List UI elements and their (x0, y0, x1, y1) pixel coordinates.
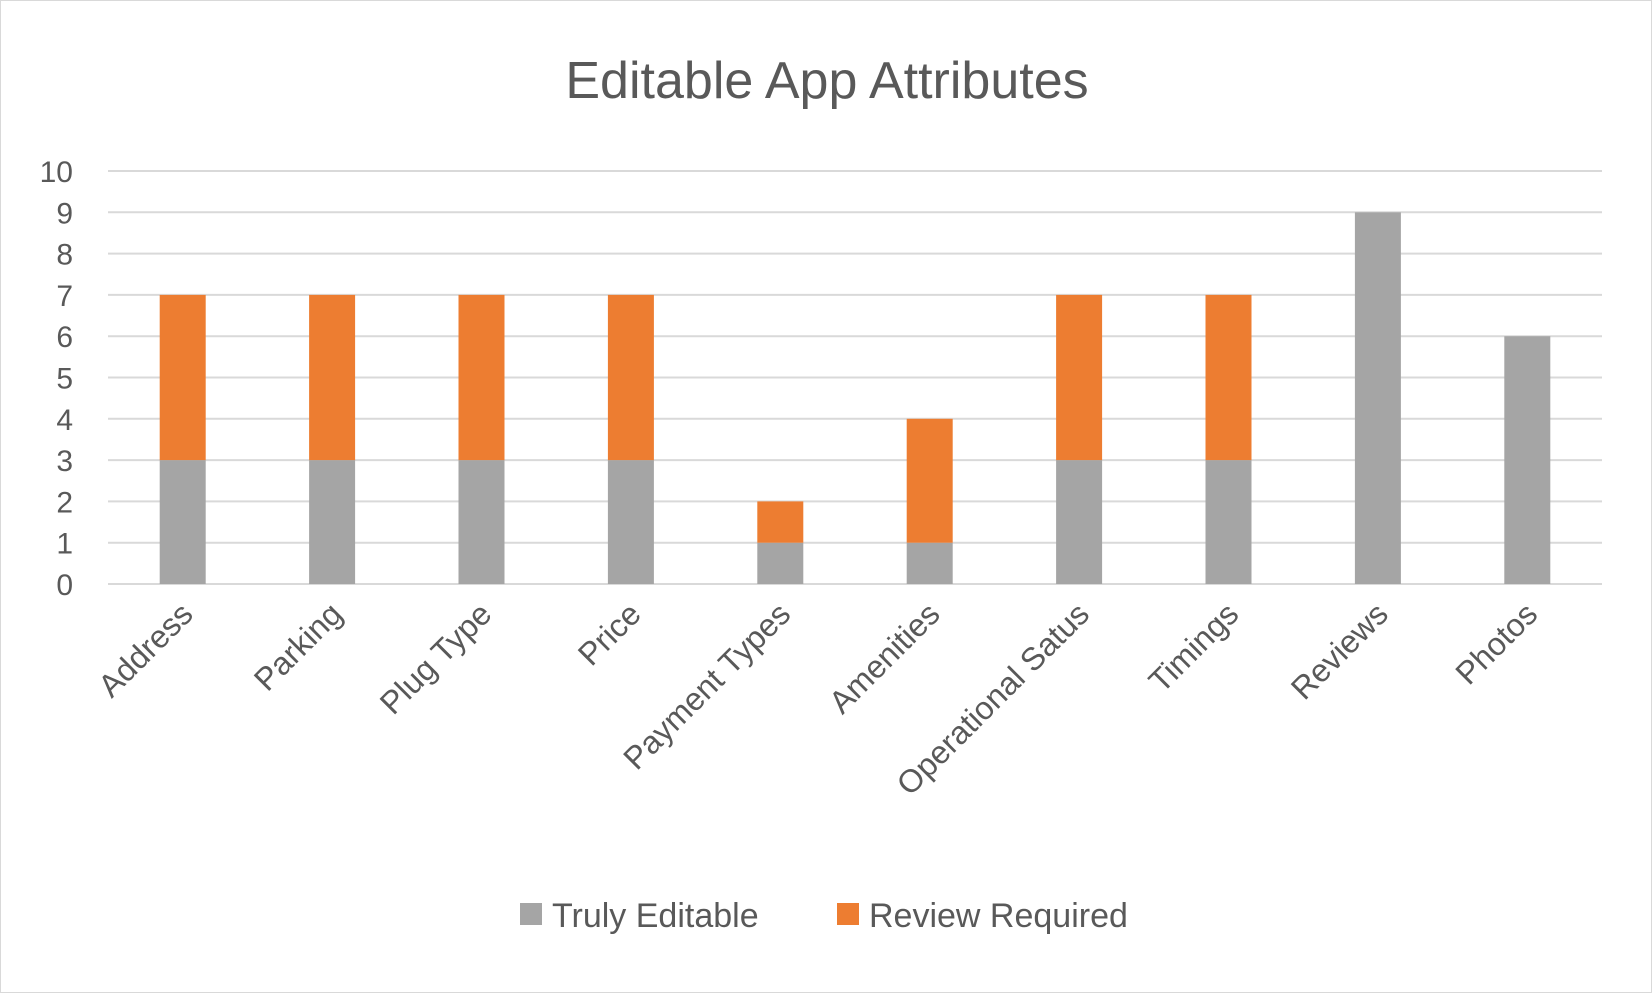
x-category-label: Parking (247, 595, 349, 697)
bar-review-required (309, 294, 356, 461)
bar-review-required (1205, 294, 1252, 461)
bar-truly-editable (607, 460, 654, 584)
y-tick-label: 8 (56, 239, 73, 272)
bar-review-required (159, 294, 206, 461)
y-axis-ticks: 0 1 2 3 4 5 6 7 8 9 10 (40, 156, 73, 602)
bars (159, 212, 1551, 585)
bar-review-required (607, 294, 654, 461)
bar-review-required (1056, 294, 1103, 461)
y-tick-label: 5 (56, 363, 73, 396)
x-category-label: Photos (1448, 595, 1544, 691)
x-category-label: Price (571, 595, 648, 672)
bar-truly-editable (906, 542, 953, 584)
x-category-label: Address (91, 595, 199, 703)
bar-review-required (458, 294, 505, 461)
bar-review-required (906, 418, 953, 543)
legend-label: Review Required (869, 897, 1128, 935)
bar-truly-editable (1056, 460, 1103, 584)
y-tick-label: 10 (40, 156, 73, 189)
y-tick-label: 2 (56, 486, 73, 519)
chart-title: Editable App Attributes (565, 52, 1088, 110)
gridlines (108, 170, 1602, 585)
legend-label: Truly Editable (552, 897, 759, 935)
bar-review-required (757, 501, 804, 543)
bar-truly-editable (1354, 212, 1401, 585)
x-category-label: Plug Type (373, 595, 499, 721)
y-tick-label: 0 (56, 569, 73, 602)
x-category-label: Reviews (1284, 595, 1395, 706)
y-tick-label: 9 (56, 197, 73, 230)
y-tick-label: 1 (56, 528, 73, 561)
y-tick-label: 4 (56, 404, 73, 437)
legend-swatch (520, 903, 542, 925)
bar-truly-editable (1504, 336, 1551, 584)
x-category-label: Timings (1142, 595, 1246, 699)
legend: Truly Editable Review Required (520, 897, 1128, 935)
y-tick-label: 6 (56, 321, 73, 354)
bar-truly-editable (1205, 460, 1252, 584)
bar-truly-editable (458, 460, 505, 584)
x-category-label: Amenities (822, 595, 947, 720)
legend-swatch (837, 903, 859, 925)
bar-truly-editable (309, 460, 356, 584)
bar-truly-editable (159, 460, 206, 584)
bar-truly-editable (757, 542, 804, 584)
y-tick-label: 3 (56, 445, 73, 478)
y-tick-label: 7 (56, 280, 73, 313)
